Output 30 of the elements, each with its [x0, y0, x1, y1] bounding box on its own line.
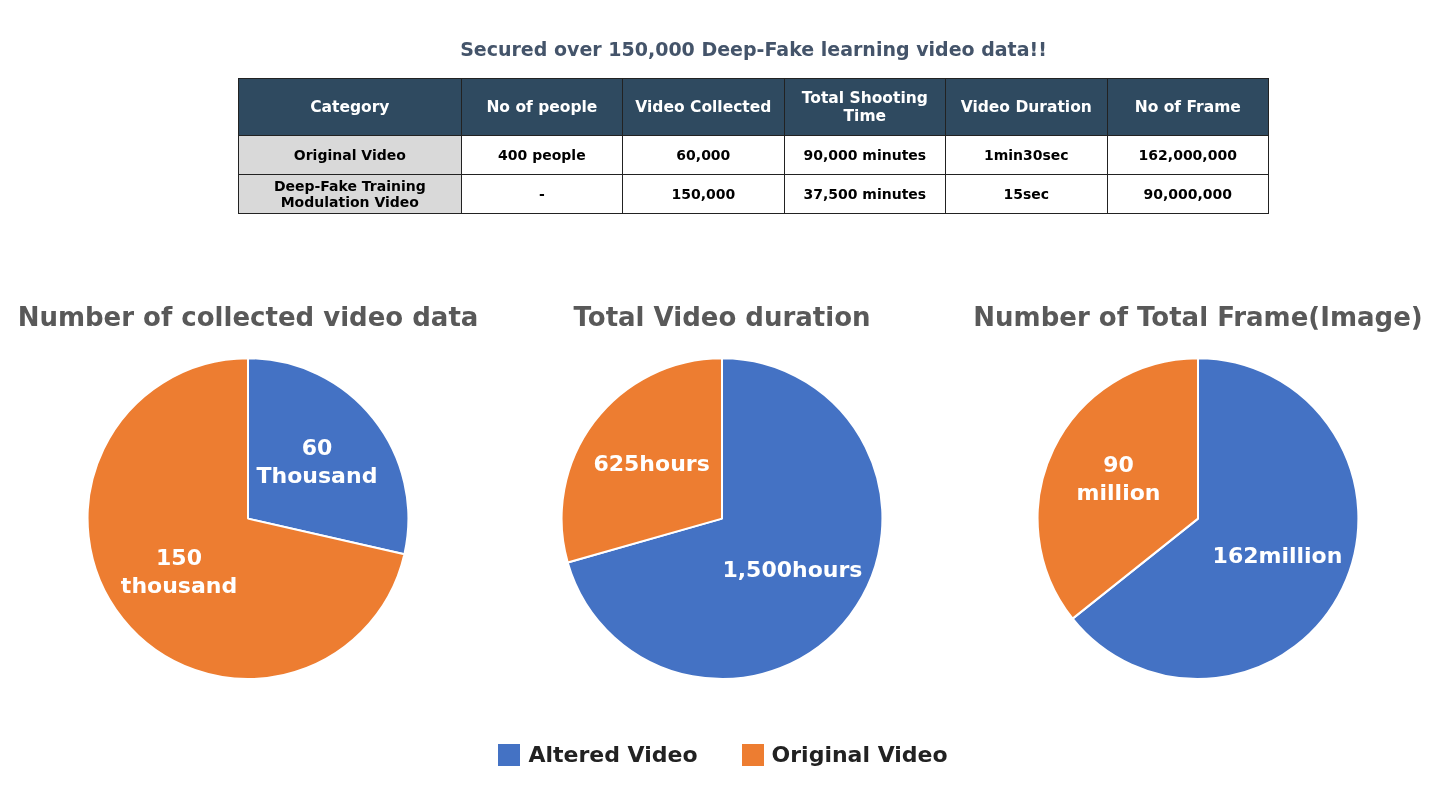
category-label: Video Collected: [622, 78, 785, 136]
data-label: 90 million: [1076, 452, 1161, 506]
text: 162,000,000: [1138, 147, 1237, 163]
data-label: 1,500hours: [722, 557, 863, 583]
category-label: Video Duration: [945, 78, 1108, 136]
category-label: No of Frame: [1107, 78, 1269, 136]
text: 37,500 minutes: [803, 186, 927, 202]
text: Secured over 150,000 Deep-Fake learning video data!!: [459, 38, 1048, 60]
text: -: [538, 186, 545, 202]
category-label: Category: [238, 78, 462, 136]
text: 90,000 minutes: [803, 147, 927, 163]
text: 90,000,000: [1143, 186, 1233, 202]
data-label: 150 thousand: [120, 545, 238, 599]
chart-title: Number of collected video data: [17, 302, 479, 333]
legend-label: Original Video: [771, 742, 948, 767]
text: 15sec: [1003, 186, 1050, 202]
category-label: No of people: [461, 78, 623, 136]
text: 1min30sec: [983, 147, 1069, 163]
text: 60,000: [676, 147, 731, 163]
chart-title: Number of Total Frame(Image): [973, 302, 1423, 333]
text: Original Video: [293, 147, 406, 163]
text: Deep-Fake Training Modulation Video: [273, 178, 426, 210]
legend-label: Altered Video: [528, 742, 698, 767]
chart-title: Total Video duration: [573, 302, 871, 333]
text: 400 people: [498, 147, 586, 163]
category-label: Total Shooting Time: [784, 78, 946, 136]
data-label: 60 Thousand: [256, 435, 378, 489]
data-label: 162million: [1212, 542, 1343, 568]
text: 150,000: [671, 186, 736, 202]
data-label: 625hours: [593, 451, 710, 477]
